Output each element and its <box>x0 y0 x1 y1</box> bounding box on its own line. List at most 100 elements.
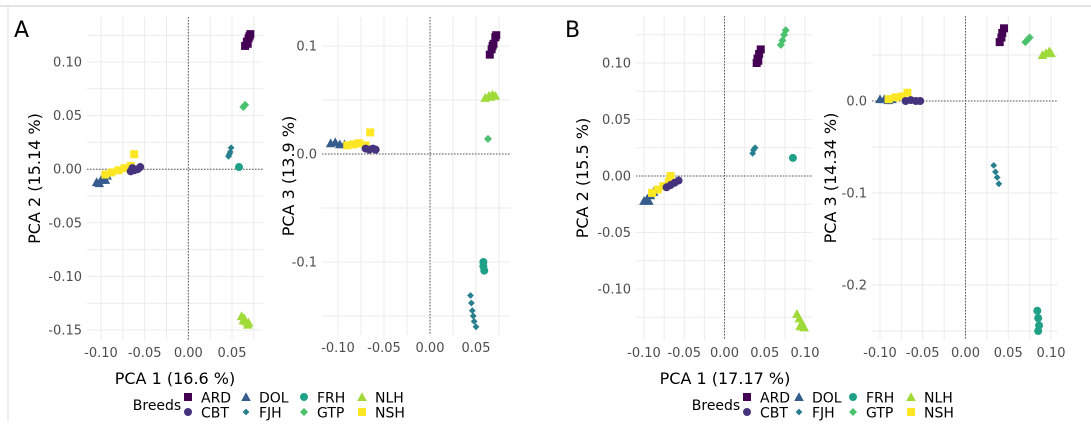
legend-item-cbt: CBT <box>743 406 788 422</box>
data-point-nsh <box>349 140 358 149</box>
legend-key-dol <box>794 392 804 401</box>
legend-key-frh <box>849 393 857 401</box>
series-ard <box>752 45 765 67</box>
legend-item-nsh: NSH <box>907 406 954 422</box>
data-point-fjh <box>225 150 233 158</box>
x-tick-label: 0.00 <box>710 346 739 361</box>
scatter-panel-3: -0.10 -0.05 0.00 0.05 0.100.100.050.00-0.05-… <box>573 16 819 388</box>
y-tick-label: 0.05 <box>602 113 631 128</box>
x-axis-title: PCA 1 (16.6 %) <box>115 369 236 388</box>
data-point-frh <box>1034 327 1043 335</box>
legend-key-cbt <box>184 408 192 416</box>
legend-key-fjh <box>795 408 803 416</box>
legend-key-gtp <box>300 408 308 416</box>
x-tick-label: 0.00 <box>416 341 445 356</box>
legend-label: GTP <box>866 406 893 422</box>
scatter-panel-2: -0.10 -0.05 0.00 0.05 0.1 0.0 -0.1 PCA 3 (13.9 … <box>279 17 510 356</box>
legend-key-dol <box>241 392 251 401</box>
data-point-dol <box>100 175 111 184</box>
legend-key-nlh <box>357 392 367 401</box>
legend-item-fjh: FJH <box>795 406 835 422</box>
legend-item-nsh: NSH <box>358 406 405 422</box>
y-tick-label: -0.05 <box>597 226 631 241</box>
x-tick-label: -0.10 <box>321 341 355 356</box>
series-fjh <box>467 292 480 331</box>
legend-label: FJH <box>812 406 835 422</box>
series-ard <box>241 30 255 50</box>
y-tick-label: -0.10 <box>597 283 631 298</box>
x-tick-label: 0.05 <box>462 341 491 356</box>
y-tick-label: -0.10 <box>48 270 82 285</box>
series-frh <box>234 163 243 172</box>
data-point-frh <box>1034 314 1043 323</box>
data-point-ard <box>755 49 764 58</box>
x-axis-title: PCA 1 (17.17 %) <box>660 369 791 388</box>
y-axis-title: PCA 2 (15.5 %) <box>573 118 592 239</box>
x-tick-label: 0.05 <box>218 346 247 361</box>
data-point-cbt <box>128 164 137 173</box>
legend-key-nsh <box>907 408 915 416</box>
legend-item-ard: ARD <box>743 391 790 407</box>
series-nlh <box>792 309 809 332</box>
data-point-ard <box>754 56 763 65</box>
data-point-fjh <box>469 312 477 320</box>
legend-item-frh: FRH <box>300 391 345 407</box>
panel-letter-a: A <box>14 18 29 43</box>
legend-key-ard <box>743 393 751 401</box>
data-point-frh <box>788 153 797 162</box>
data-point-gtp <box>1025 33 1034 42</box>
legend-item-nlh: NLH <box>906 391 953 407</box>
legend-item-gtp: GTP <box>300 406 344 422</box>
data-point-dol <box>644 196 654 205</box>
data-point-nlh <box>1046 48 1056 58</box>
y-tick-label: -0.2 <box>842 279 867 294</box>
data-point-nlh <box>485 91 496 101</box>
series-fjh <box>990 162 1003 188</box>
data-point-nsh <box>653 185 662 194</box>
x-tick-label: -0.10 <box>84 346 118 361</box>
data-point-gtp <box>483 134 492 143</box>
data-point-nlh <box>238 315 249 325</box>
y-tick-label: 0.00 <box>602 170 631 185</box>
series-frh <box>1033 306 1044 335</box>
x-tick-label: -0.10 <box>863 346 897 361</box>
y-tick-label: 0.1 <box>296 40 317 55</box>
y-tick-label: 0.00 <box>53 163 82 178</box>
data-point-ard <box>998 28 1007 37</box>
legend-label: GTP <box>317 406 344 422</box>
data-point-frh <box>480 266 489 275</box>
data-point-gtp <box>781 26 790 35</box>
y-tick-label: 0.0 <box>846 95 867 110</box>
x-tick-label: 0.00 <box>951 346 980 361</box>
scatter-panel-4: -0.10 -0.05 0.00 0.05 0.10 0.0 -0.1 -0.2 PCA 3 (… <box>821 16 1065 361</box>
data-point-nsh <box>107 168 116 177</box>
series-cbt <box>361 144 380 154</box>
x-tick-label: 0.10 <box>1037 346 1066 361</box>
data-point-nsh <box>355 139 364 148</box>
data-point-fjh <box>995 180 1003 188</box>
legend-title: Breeds <box>692 398 740 414</box>
data-point-ard <box>488 42 497 50</box>
x-tick-label: -0.10 <box>627 346 661 361</box>
y-tick-label: -0.1 <box>842 187 867 202</box>
legend-label: ARD <box>201 391 231 407</box>
data-point-nsh <box>648 188 657 197</box>
legend-key-cbt <box>743 408 751 416</box>
data-point-fjh <box>227 144 235 152</box>
y-tick-label: -0.1 <box>292 256 317 271</box>
legend-item-gtp: GTP <box>849 406 893 422</box>
data-point-ard <box>245 32 254 41</box>
series-cbt <box>126 163 145 176</box>
data-point-nsh <box>130 150 139 159</box>
x-tick-label: 0.05 <box>994 346 1023 361</box>
data-point-fjh <box>990 162 998 169</box>
data-point-fjh <box>468 299 475 307</box>
data-point-gtp <box>778 36 787 45</box>
series-nlh <box>480 89 501 102</box>
data-point-nsh <box>366 128 375 137</box>
series-gtp <box>483 134 492 143</box>
x-tick-label: 0.00 <box>174 346 203 361</box>
data-point-ard <box>485 50 494 59</box>
legend-label: FJH <box>259 406 282 422</box>
